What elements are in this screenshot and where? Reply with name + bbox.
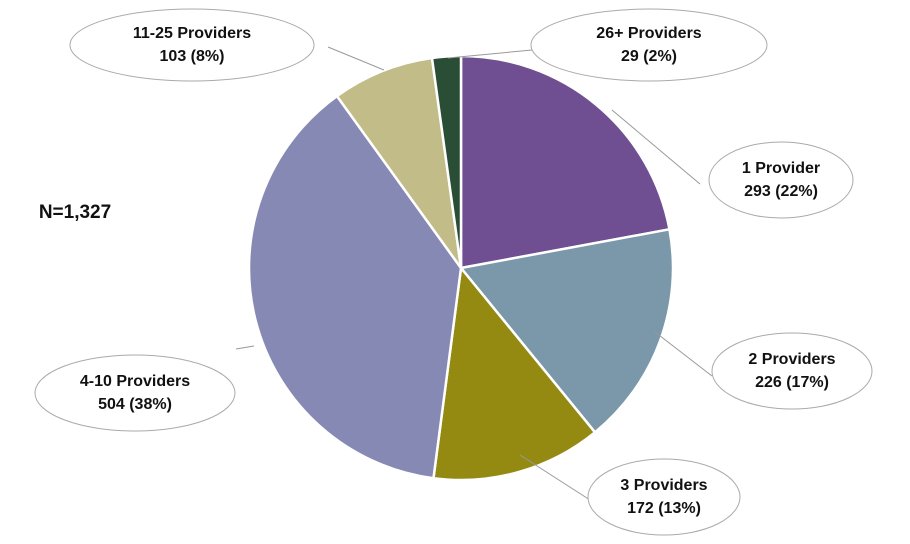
pie-slice [432,264,597,482]
leader-line [235,345,255,350]
label-bubble [711,332,873,410]
leader-line [447,49,533,59]
category-label: 2 Providers [748,351,835,368]
annotation: N=1,327 [39,202,111,223]
value-label: 103 (8%) [160,48,225,65]
category-label: 11-25 Providers [133,25,251,42]
value-label: 293 (22%) [744,183,818,200]
value-label: 29 (2%) [621,48,677,65]
label-bubble [69,8,315,82]
pie-slice [335,56,463,269]
label-bubble [530,8,768,82]
category-label: 3 Providers [620,477,707,494]
pie-slice [459,54,671,270]
label-bubble [34,354,236,432]
value-label: 504 (38%) [98,396,172,413]
category-label: 26+ Providers [596,25,702,42]
leader-line [654,331,713,377]
category-label: 4-10 Providers [80,373,190,390]
leader-line [519,454,591,501]
leader-line [327,46,385,71]
leader-line [611,109,701,185]
label-bubble [708,141,854,219]
label-bubble [587,458,741,536]
category-label: 1 Provider [742,160,820,177]
pie-slice [430,54,463,269]
value-label: 172 (13%) [627,500,701,517]
pie-slice [247,94,463,480]
value-label: 226 (17%) [755,374,829,391]
pie-slice [458,227,675,435]
